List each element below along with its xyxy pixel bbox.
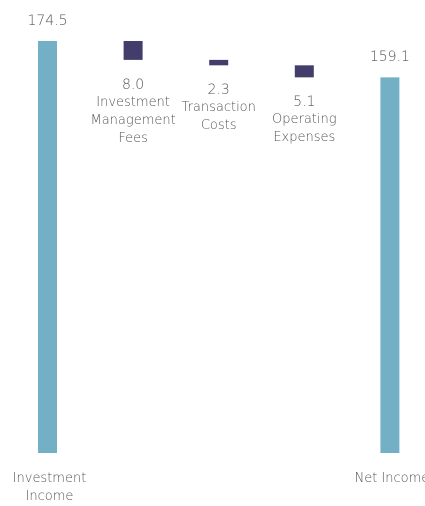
total-bar bbox=[38, 41, 57, 453]
decrease-bar bbox=[294, 65, 314, 78]
total-bar bbox=[380, 77, 400, 453]
decrease-bar bbox=[123, 41, 143, 60]
value-label: 174.5 bbox=[27, 13, 68, 29]
value-label: 2.3 bbox=[207, 82, 230, 99]
value-label: 159.1 bbox=[369, 49, 410, 66]
category-label: Operating Expenses bbox=[272, 112, 337, 146]
category-label: Investment Income bbox=[12, 471, 87, 504]
category-label: Investment Management Fees bbox=[90, 94, 176, 146]
value-label: 8.0 bbox=[121, 76, 145, 93]
category-label: Transaction Costs bbox=[181, 100, 256, 134]
decrease-bar bbox=[209, 59, 229, 66]
category-label: Net Income bbox=[354, 471, 425, 486]
value-label: 5.1 bbox=[293, 94, 316, 111]
